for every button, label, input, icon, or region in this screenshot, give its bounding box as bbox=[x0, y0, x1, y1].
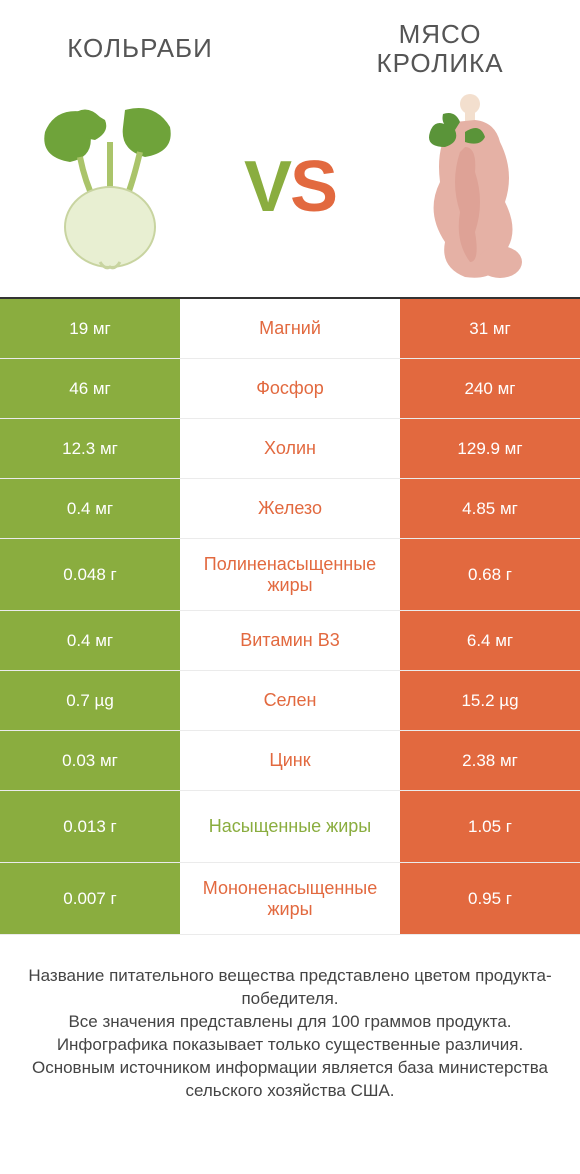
nutrient-label: Витамин B3 bbox=[180, 611, 400, 670]
comparison-table: 19 мгМагний31 мг46 мгФосфор240 мг12.3 мг… bbox=[0, 297, 580, 935]
left-value: 0.03 мг bbox=[0, 731, 180, 790]
nutrient-label: Фосфор bbox=[180, 359, 400, 418]
left-value: 0.013 г bbox=[0, 791, 180, 862]
vs-v: V bbox=[244, 147, 290, 227]
right-value: 1.05 г bbox=[400, 791, 580, 862]
rabbit-meat-image bbox=[380, 97, 560, 277]
right-value: 0.95 г bbox=[400, 863, 580, 934]
table-row: 0.007 гМононенасыщенные жиры0.95 г bbox=[0, 863, 580, 935]
right-value: 240 мг bbox=[400, 359, 580, 418]
right-value: 4.85 мг bbox=[400, 479, 580, 538]
vs-s: S bbox=[290, 147, 336, 227]
nutrient-label: Магний bbox=[180, 299, 400, 358]
table-row: 0.048 гПолиненасыщенные жиры0.68 г bbox=[0, 539, 580, 611]
nutrient-label: Полиненасыщенные жиры bbox=[180, 539, 400, 610]
right-value: 0.68 г bbox=[400, 539, 580, 610]
left-value: 46 мг bbox=[0, 359, 180, 418]
nutrient-label: Железо bbox=[180, 479, 400, 538]
left-value: 0.007 г bbox=[0, 863, 180, 934]
table-row: 0.4 мгЖелезо4.85 мг bbox=[0, 479, 580, 539]
left-value: 19 мг bbox=[0, 299, 180, 358]
vs-label: VS bbox=[244, 146, 336, 228]
right-value: 15.2 µg bbox=[400, 671, 580, 730]
footnote-line: Все значения представлены для 100 граммо… bbox=[24, 1011, 556, 1034]
table-row: 19 мгМагний31 мг bbox=[0, 299, 580, 359]
header: КОЛЬРАБИ МЯСО КРОЛИКА bbox=[0, 0, 580, 87]
table-row: 12.3 мгХолин129.9 мг bbox=[0, 419, 580, 479]
table-row: 0.03 мгЦинк2.38 мг bbox=[0, 731, 580, 791]
right-value: 2.38 мг bbox=[400, 731, 580, 790]
footnote-line: Основным источником информации является … bbox=[24, 1057, 556, 1103]
nutrient-label: Насыщенные жиры bbox=[180, 791, 400, 862]
nutrient-label: Селен bbox=[180, 671, 400, 730]
left-value: 0.048 г bbox=[0, 539, 180, 610]
left-value: 0.7 µg bbox=[0, 671, 180, 730]
right-value: 129.9 мг bbox=[400, 419, 580, 478]
nutrient-label: Цинк bbox=[180, 731, 400, 790]
left-value: 0.4 мг bbox=[0, 479, 180, 538]
table-row: 0.013 гНасыщенные жиры1.05 г bbox=[0, 791, 580, 863]
footnote-line: Инфографика показывает только существенн… bbox=[24, 1034, 556, 1057]
hero-row: VS bbox=[0, 87, 580, 297]
nutrient-label: Мононенасыщенные жиры bbox=[180, 863, 400, 934]
right-value: 6.4 мг bbox=[400, 611, 580, 670]
nutrient-label: Холин bbox=[180, 419, 400, 478]
kohlrabi-image bbox=[20, 97, 200, 277]
footnote: Название питательного вещества представл… bbox=[0, 935, 580, 1103]
left-value: 12.3 мг bbox=[0, 419, 180, 478]
table-row: 46 мгФосфор240 мг bbox=[0, 359, 580, 419]
left-product-title: КОЛЬРАБИ bbox=[40, 33, 240, 64]
table-row: 0.4 мгВитамин B36.4 мг bbox=[0, 611, 580, 671]
table-row: 0.7 µgСелен15.2 µg bbox=[0, 671, 580, 731]
footnote-line: Название питательного вещества представл… bbox=[24, 965, 556, 1011]
right-value: 31 мг bbox=[400, 299, 580, 358]
left-value: 0.4 мг bbox=[0, 611, 180, 670]
right-product-title: МЯСО КРОЛИКА bbox=[340, 20, 540, 77]
